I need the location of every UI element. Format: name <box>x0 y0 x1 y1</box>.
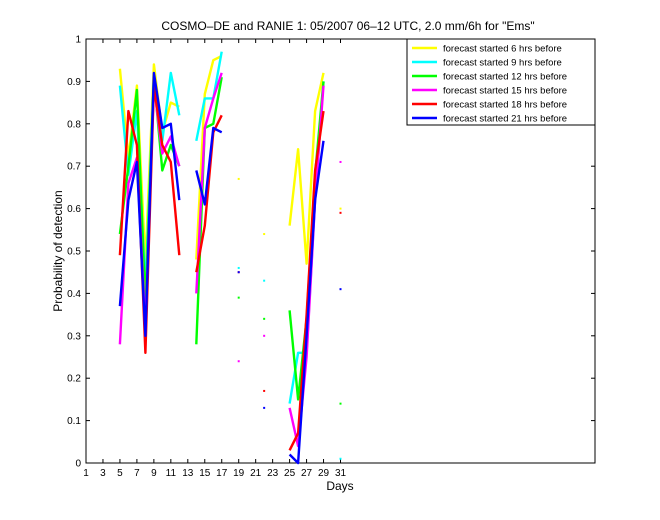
legend-label: forecast started 6 hrs before <box>443 44 562 55</box>
series-line <box>288 140 325 465</box>
y-tick-label: 0.8 <box>67 119 81 130</box>
series-line <box>288 85 325 448</box>
y-tick-label: 0.2 <box>67 374 81 385</box>
legend-label: forecast started 15 hrs before <box>443 86 567 97</box>
x-axis-label: Days <box>326 479 353 493</box>
y-tick-label: 0.3 <box>67 331 81 342</box>
x-tick-label: 15 <box>199 468 211 479</box>
y-tick-label: 0.6 <box>67 204 81 215</box>
x-tick-label: 1 <box>83 468 89 479</box>
series-line <box>195 76 223 345</box>
series-point <box>339 402 342 405</box>
series-line <box>195 126 223 206</box>
series-line <box>195 54 223 260</box>
legend: forecast started 6 hrs before forecast st… <box>406 38 596 126</box>
series-point <box>263 317 266 320</box>
y-tick-label: 0.7 <box>67 162 81 173</box>
legend-box <box>406 38 596 126</box>
y-tick-label: 0.4 <box>67 289 81 300</box>
x-tick-label: 29 <box>318 468 330 479</box>
series-line <box>195 51 223 142</box>
legend-label: forecast started 9 hrs before <box>443 58 562 69</box>
x-tick-label: 19 <box>233 468 245 479</box>
y-tick-label: 0.1 <box>67 416 81 427</box>
x-tick-label: 23 <box>267 468 279 479</box>
legend-label: forecast started 12 hrs before <box>443 72 567 83</box>
series-line <box>118 71 181 337</box>
y-axis-label: Probability of detection <box>51 190 65 311</box>
legend-label: forecast started 18 hrs before <box>443 100 567 111</box>
x-tick-label: 25 <box>284 468 296 479</box>
series-point <box>237 360 240 363</box>
series-point <box>339 457 342 460</box>
x-tick-label: 27 <box>301 468 313 479</box>
series-point <box>237 271 240 274</box>
y-tick-label: 0.9 <box>67 77 81 88</box>
series-line <box>195 72 223 294</box>
series-point <box>339 160 342 163</box>
chart-title: COSMO–DE and RANIE 1: 05/2007 06–12 UTC,… <box>161 19 534 33</box>
series-point <box>263 334 266 337</box>
legend-label: forecast started 21 hrs before <box>443 114 567 125</box>
series-point <box>339 288 342 291</box>
x-tick-label: 9 <box>151 468 157 479</box>
series-point <box>237 177 240 180</box>
data-series <box>118 51 342 465</box>
series-point <box>237 296 240 299</box>
series-point <box>263 233 266 236</box>
series-point <box>339 207 342 210</box>
x-tick-label: 7 <box>134 468 140 479</box>
x-tick-label: 5 <box>117 468 123 479</box>
series-line <box>288 72 325 265</box>
series-point <box>237 266 240 269</box>
x-tick-label: 3 <box>100 468 106 479</box>
x-tick-label: 13 <box>182 468 194 479</box>
series-point <box>339 211 342 214</box>
series-point <box>263 389 266 392</box>
series-line <box>288 110 325 451</box>
x-tick-label: 21 <box>250 468 262 479</box>
x-tick-label: 31 <box>335 468 347 479</box>
series-point <box>263 406 266 409</box>
x-tick-label: 11 <box>166 468 177 479</box>
x-ticks: 1 3 5 7 9 11 13 15 17 19 21 23 25 27 29 31 <box>83 39 346 479</box>
series-line <box>195 114 223 273</box>
y-tick-label: 1 <box>75 35 81 46</box>
y-ticks: 0 0.1 0.2 0.3 0.4 0.5 0.6 0.7 0.8 0.9 1 <box>67 35 595 470</box>
x-tick-label: 17 <box>216 468 228 479</box>
y-tick-label: 0 <box>75 459 81 470</box>
y-tick-label: 0.5 <box>67 247 81 258</box>
series-point <box>263 279 266 282</box>
